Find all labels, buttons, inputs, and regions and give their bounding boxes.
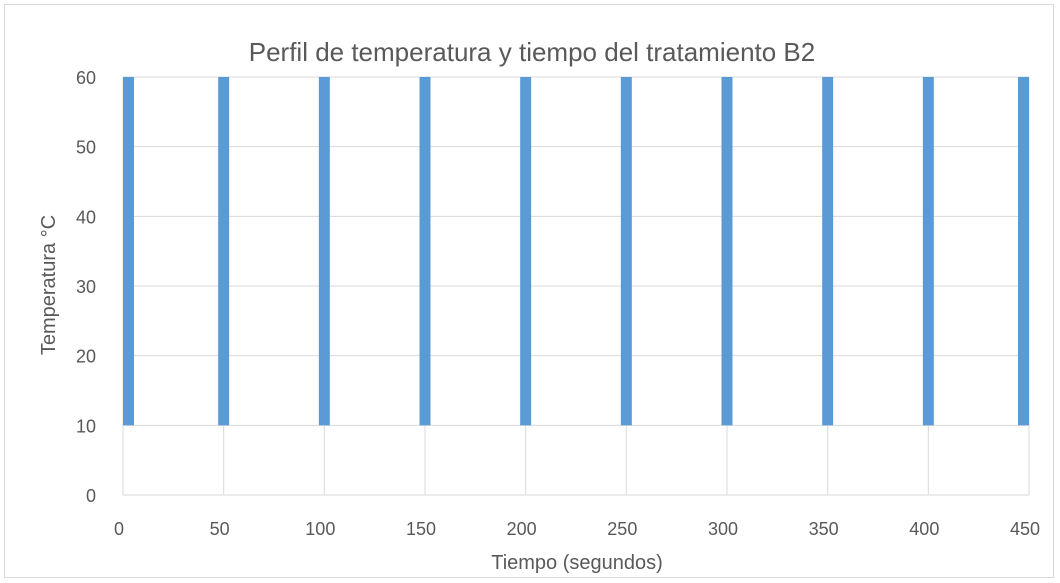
y-tick-label: 30 xyxy=(76,277,96,297)
x-tick-label: 300 xyxy=(708,519,738,539)
x-tick-label: 150 xyxy=(406,519,436,539)
bar xyxy=(721,77,733,426)
y-tick-label: 50 xyxy=(76,138,96,158)
y-tick-labels: 0 10 20 30 40 50 60 xyxy=(76,68,96,506)
x-axis-label: Tiempo (segundos) xyxy=(491,552,663,574)
bar xyxy=(520,77,532,426)
x-tick-labels: 0 50 100 150 200 250 300 350 400 450 xyxy=(114,519,1040,539)
bar xyxy=(123,77,134,426)
y-axis-label: Temperatura °C xyxy=(38,215,60,355)
bar xyxy=(822,77,834,426)
x-tick-label: 0 xyxy=(114,519,124,539)
y-tick-label: 60 xyxy=(76,68,96,88)
y-tick-label: 20 xyxy=(76,347,96,367)
grid-lines xyxy=(122,76,1030,496)
x-tick-label: 200 xyxy=(507,519,537,539)
bar xyxy=(620,77,632,426)
x-tick-label: 400 xyxy=(909,519,939,539)
x-tick-label: 50 xyxy=(210,519,230,539)
x-tick-label: 250 xyxy=(607,519,637,539)
y-tick-label: 40 xyxy=(76,207,96,227)
x-tick-label: 450 xyxy=(1010,519,1040,539)
bar xyxy=(922,77,934,426)
x-tick-label: 100 xyxy=(305,519,335,539)
bar xyxy=(318,77,330,426)
bar xyxy=(1018,77,1029,426)
y-tick-label: 0 xyxy=(86,486,96,506)
bars-group xyxy=(123,77,1029,426)
bar xyxy=(218,77,230,426)
bar xyxy=(419,77,431,426)
y-tick-label: 10 xyxy=(76,416,96,436)
x-tick-label: 350 xyxy=(809,519,839,539)
chart-title: Perfil de temperatura y tiempo del trata… xyxy=(249,37,816,67)
